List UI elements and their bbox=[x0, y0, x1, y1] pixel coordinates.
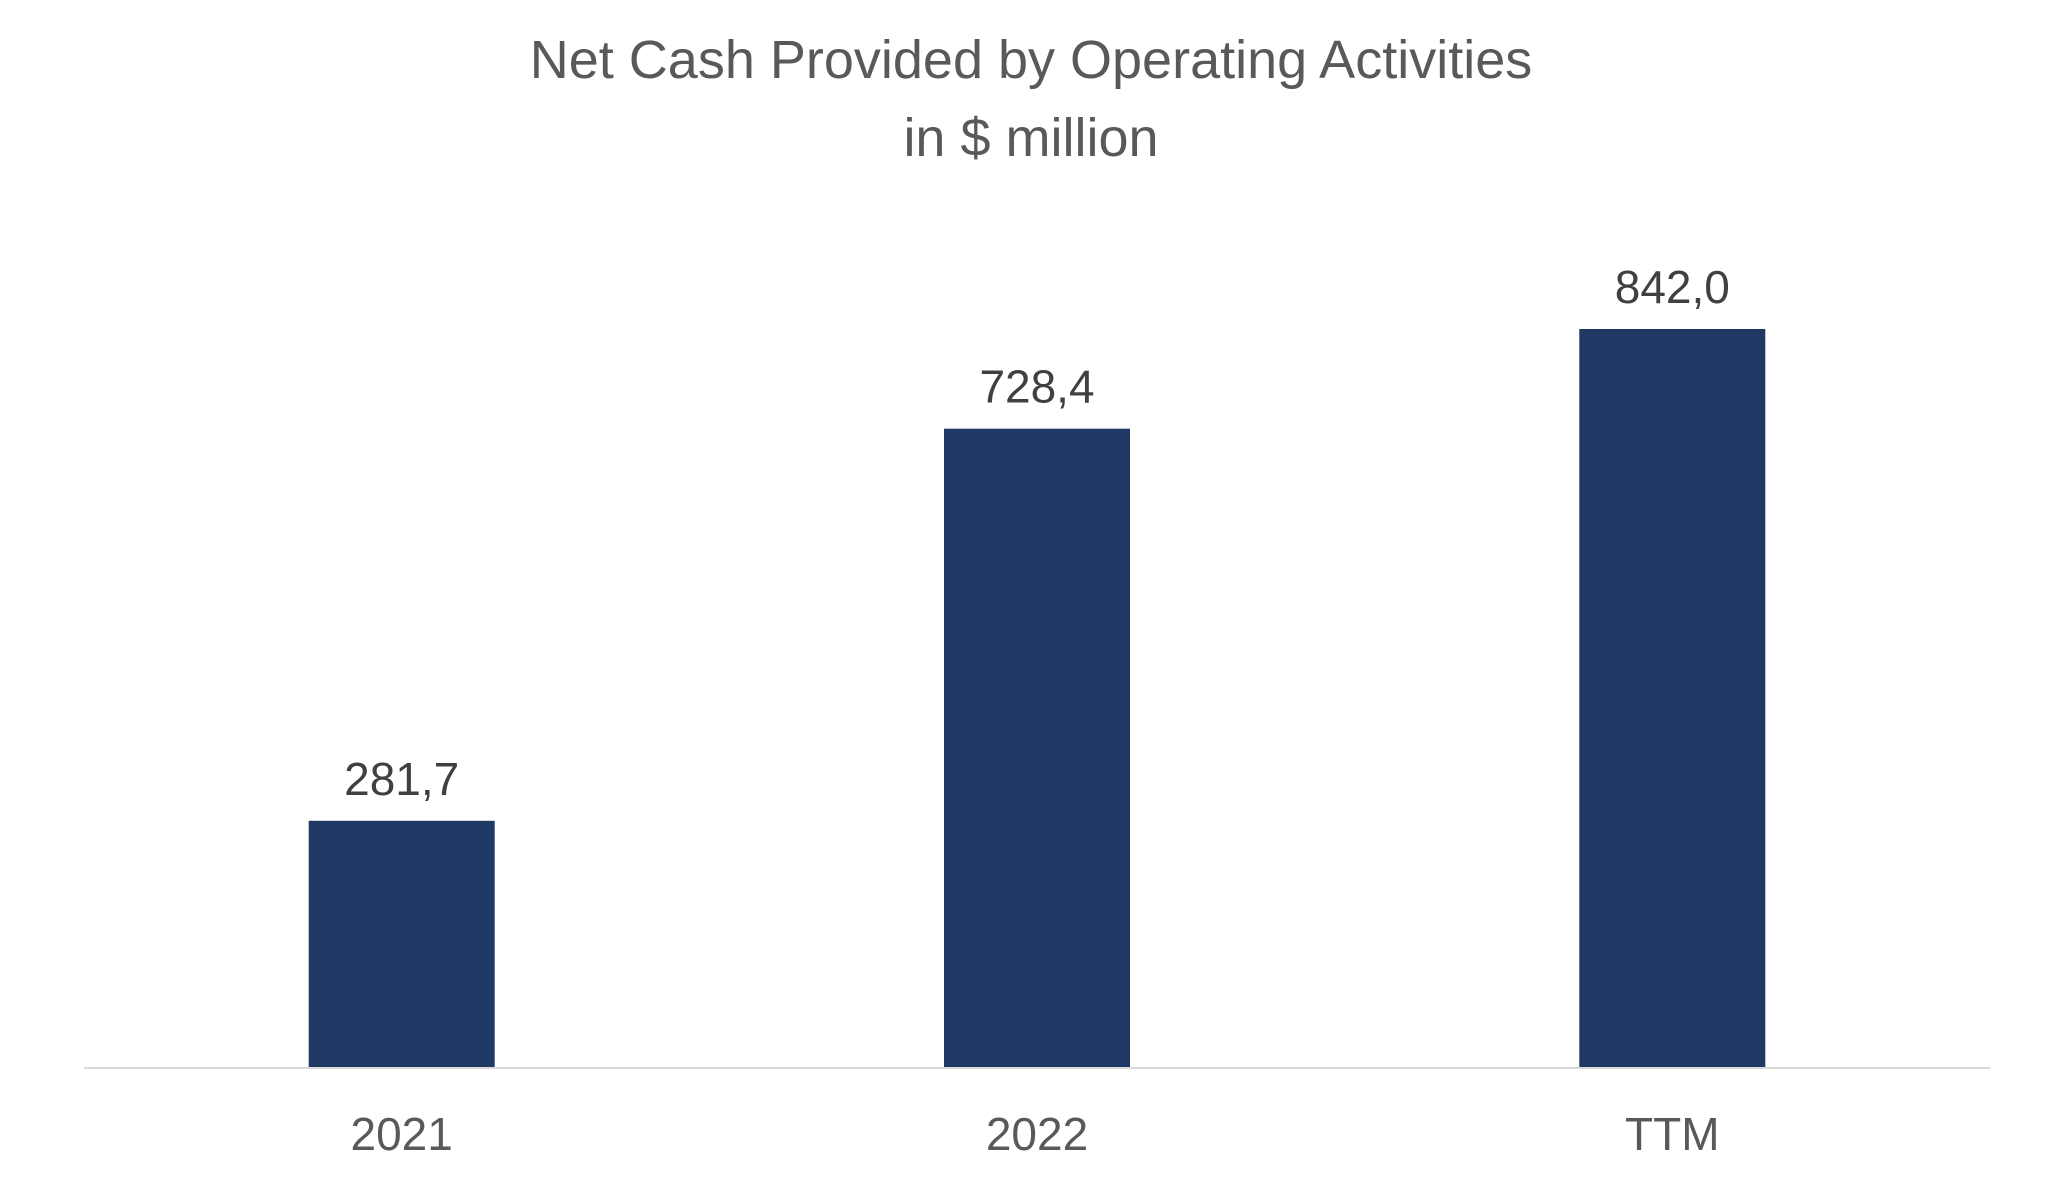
bar-ttm bbox=[1579, 329, 1766, 1068]
data-label-2021: 281,7 bbox=[344, 753, 459, 805]
chart-title: Net Cash Provided by Operating Activitie… bbox=[530, 30, 1532, 90]
chart-subtitle: in $ million bbox=[903, 108, 1158, 168]
bar-2021 bbox=[308, 820, 495, 1068]
x-tick-label-ttm: TTM bbox=[1625, 1108, 1720, 1160]
x-tick-label-2022: 2022 bbox=[986, 1108, 1088, 1160]
bar-2022 bbox=[944, 428, 1130, 1068]
x-tick-label-2021: 2021 bbox=[351, 1108, 453, 1160]
data-label-2022: 728,4 bbox=[979, 361, 1094, 413]
data-label-ttm: 842,0 bbox=[1615, 261, 1730, 313]
bars-layer: 281,7 2021 728,4 2022 842,0 TTM bbox=[308, 261, 1766, 1160]
